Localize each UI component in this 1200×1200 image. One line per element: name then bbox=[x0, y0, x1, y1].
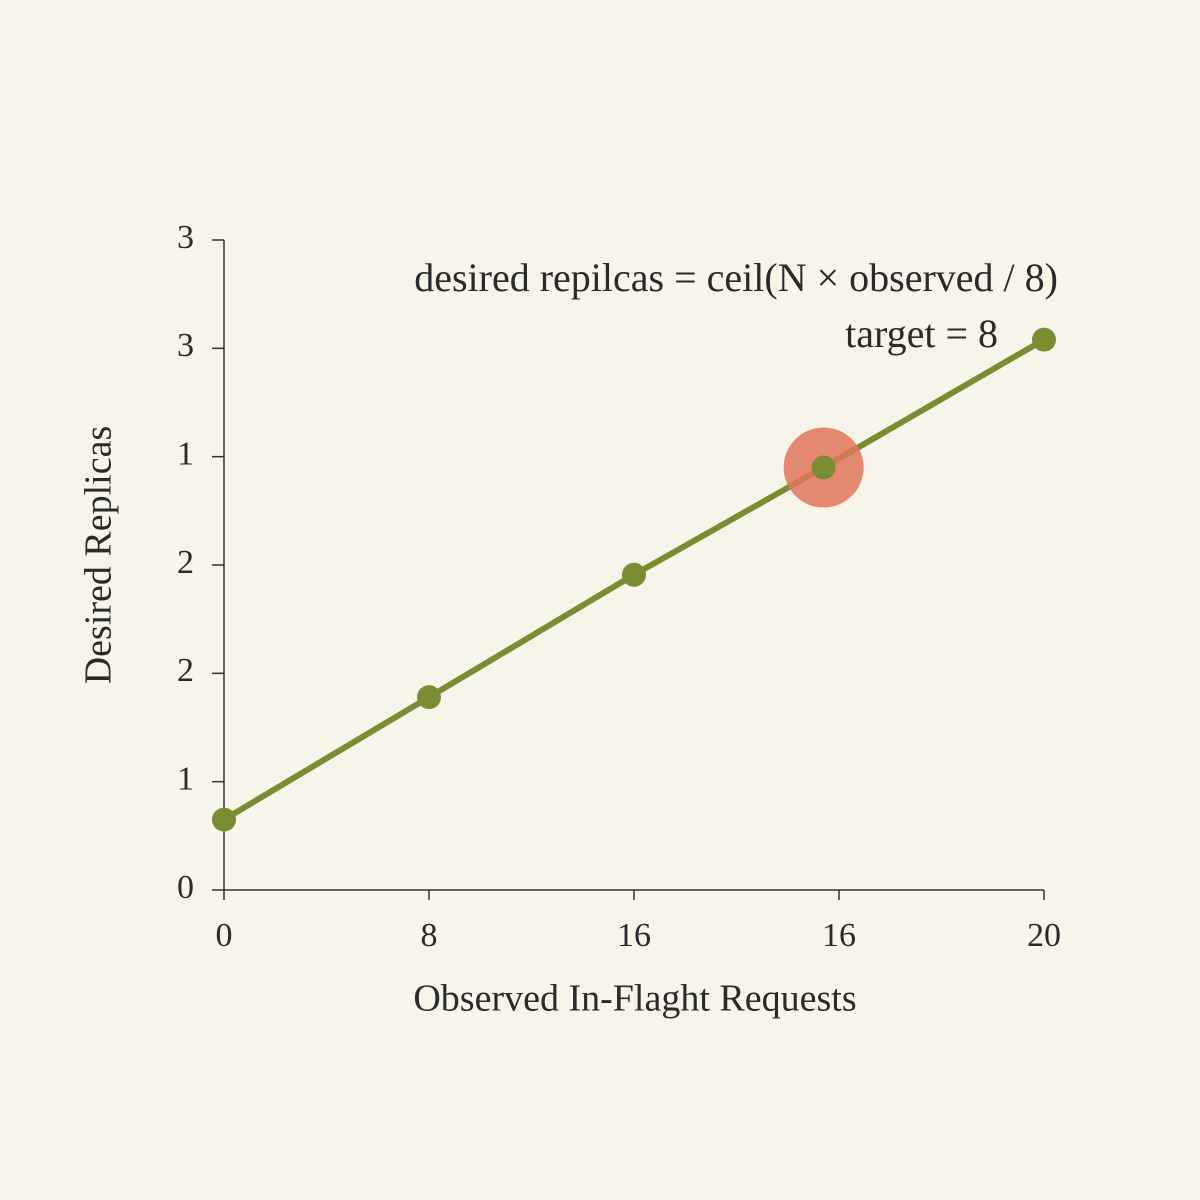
y-tick-label: 1 bbox=[177, 760, 194, 797]
point bbox=[1032, 327, 1056, 352]
x-tick-label: 0 bbox=[216, 917, 233, 954]
formula-annotation: desired repilcas = ceil(N × observed / 8… bbox=[414, 255, 1058, 300]
x-axis-label: Observed In-Flaght Requests bbox=[413, 978, 856, 1020]
point bbox=[417, 685, 441, 710]
point bbox=[811, 455, 836, 480]
x-tick-label: 8 bbox=[421, 917, 438, 954]
y-tick-label: 0 bbox=[177, 869, 194, 906]
x-tick-label: 16 bbox=[822, 917, 856, 954]
y-tick-label: 1 bbox=[177, 435, 194, 472]
y-tick-label: 2 bbox=[177, 544, 194, 581]
x-tick-label: 16 bbox=[617, 917, 651, 954]
y-tick-label: 2 bbox=[177, 652, 194, 689]
y-axis-label: Desired Replicas bbox=[78, 426, 120, 685]
y-tick-label: 3 bbox=[177, 219, 194, 256]
target-annotation: target = 8 bbox=[845, 311, 998, 356]
x-tick-label: 20 bbox=[1027, 917, 1061, 954]
point bbox=[622, 562, 646, 587]
y-tick-label: 3 bbox=[177, 327, 194, 364]
point bbox=[212, 807, 236, 832]
